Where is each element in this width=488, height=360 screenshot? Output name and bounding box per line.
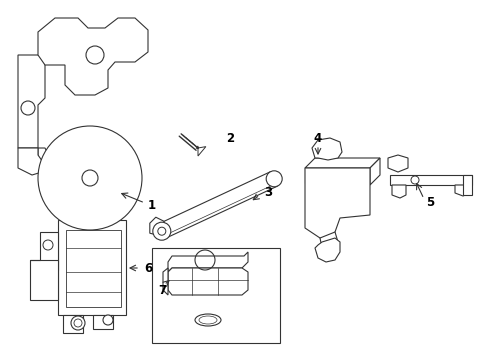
Polygon shape <box>18 148 45 175</box>
Polygon shape <box>314 238 339 262</box>
Polygon shape <box>66 230 121 307</box>
Polygon shape <box>305 158 379 168</box>
Polygon shape <box>311 138 341 160</box>
Polygon shape <box>63 315 83 333</box>
Text: 1: 1 <box>148 198 156 212</box>
Circle shape <box>152 222 170 240</box>
Polygon shape <box>305 168 369 183</box>
Polygon shape <box>96 202 110 220</box>
Polygon shape <box>454 185 469 196</box>
Polygon shape <box>163 268 168 295</box>
Polygon shape <box>18 55 45 148</box>
Text: 3: 3 <box>264 185 271 198</box>
Polygon shape <box>196 146 205 156</box>
Polygon shape <box>38 148 58 178</box>
Polygon shape <box>38 18 148 95</box>
Polygon shape <box>30 260 58 300</box>
Polygon shape <box>158 172 277 238</box>
Circle shape <box>38 126 142 230</box>
Polygon shape <box>462 175 471 195</box>
Polygon shape <box>391 185 405 198</box>
Polygon shape <box>74 185 96 203</box>
Polygon shape <box>168 268 247 295</box>
Text: 5: 5 <box>425 195 433 208</box>
Text: 6: 6 <box>143 261 152 274</box>
Polygon shape <box>58 220 126 315</box>
Polygon shape <box>387 155 407 172</box>
Polygon shape <box>149 217 165 235</box>
Polygon shape <box>152 248 280 343</box>
Polygon shape <box>93 315 113 329</box>
Polygon shape <box>369 158 379 185</box>
Circle shape <box>103 315 113 325</box>
Text: 4: 4 <box>313 131 322 144</box>
Text: 2: 2 <box>225 131 234 144</box>
Text: 7: 7 <box>158 284 166 297</box>
Circle shape <box>71 316 85 330</box>
Polygon shape <box>168 252 247 272</box>
Circle shape <box>265 171 282 187</box>
Polygon shape <box>40 232 58 270</box>
Polygon shape <box>66 202 80 220</box>
Polygon shape <box>389 175 471 185</box>
Polygon shape <box>305 168 369 238</box>
